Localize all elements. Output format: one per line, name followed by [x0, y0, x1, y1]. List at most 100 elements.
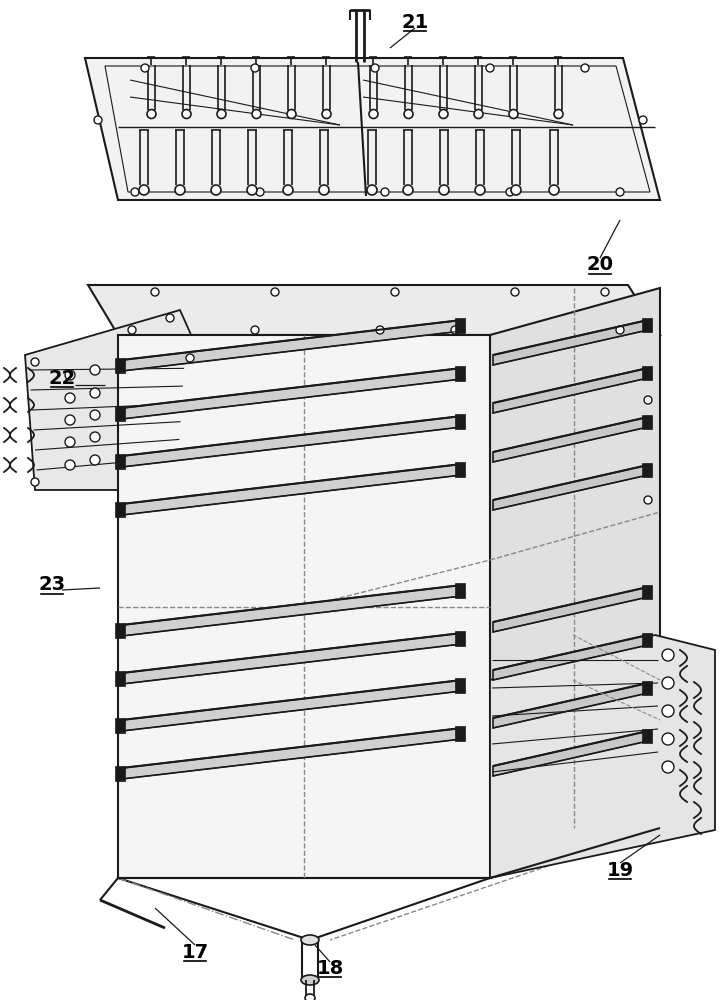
- Ellipse shape: [182, 109, 191, 118]
- Ellipse shape: [554, 109, 563, 118]
- Polygon shape: [642, 366, 652, 380]
- Circle shape: [141, 64, 149, 72]
- Ellipse shape: [305, 994, 315, 1000]
- Circle shape: [662, 733, 674, 745]
- Circle shape: [644, 496, 652, 504]
- Circle shape: [376, 326, 384, 334]
- Circle shape: [662, 649, 674, 661]
- Text: 18: 18: [316, 958, 344, 978]
- Circle shape: [65, 437, 75, 447]
- Circle shape: [451, 326, 459, 334]
- Text: 17: 17: [182, 942, 209, 962]
- Circle shape: [256, 188, 264, 196]
- Circle shape: [166, 314, 174, 322]
- Circle shape: [90, 388, 100, 398]
- Circle shape: [251, 64, 259, 72]
- Ellipse shape: [301, 935, 319, 945]
- Circle shape: [151, 288, 159, 296]
- Circle shape: [601, 288, 609, 296]
- Polygon shape: [455, 318, 465, 333]
- Ellipse shape: [319, 185, 329, 195]
- Polygon shape: [455, 583, 465, 598]
- Polygon shape: [122, 728, 462, 779]
- Polygon shape: [105, 66, 650, 192]
- Polygon shape: [455, 678, 465, 693]
- Polygon shape: [122, 680, 462, 731]
- Polygon shape: [642, 681, 652, 695]
- Ellipse shape: [367, 185, 377, 195]
- Polygon shape: [642, 585, 652, 599]
- Circle shape: [90, 410, 100, 420]
- Ellipse shape: [211, 185, 221, 195]
- Polygon shape: [122, 320, 462, 371]
- Circle shape: [662, 705, 674, 717]
- Polygon shape: [642, 729, 652, 743]
- Polygon shape: [455, 366, 465, 381]
- Polygon shape: [493, 320, 648, 365]
- Ellipse shape: [475, 185, 485, 195]
- Ellipse shape: [283, 185, 293, 195]
- Circle shape: [90, 365, 100, 375]
- Ellipse shape: [549, 185, 559, 195]
- Circle shape: [186, 354, 194, 362]
- Polygon shape: [642, 318, 652, 332]
- Ellipse shape: [139, 185, 149, 195]
- Circle shape: [94, 116, 102, 124]
- Ellipse shape: [301, 975, 319, 985]
- Circle shape: [486, 64, 494, 72]
- Polygon shape: [118, 335, 490, 878]
- Ellipse shape: [474, 109, 483, 118]
- Circle shape: [381, 188, 389, 196]
- Circle shape: [371, 64, 379, 72]
- Polygon shape: [493, 587, 648, 632]
- Polygon shape: [493, 683, 648, 728]
- Ellipse shape: [403, 185, 413, 195]
- Polygon shape: [455, 631, 465, 646]
- Ellipse shape: [287, 109, 296, 118]
- Polygon shape: [115, 406, 125, 421]
- Circle shape: [511, 288, 519, 296]
- Ellipse shape: [217, 109, 226, 118]
- Circle shape: [31, 358, 39, 366]
- Circle shape: [662, 677, 674, 689]
- Polygon shape: [115, 671, 125, 686]
- Polygon shape: [455, 462, 465, 477]
- Ellipse shape: [322, 109, 331, 118]
- Circle shape: [128, 326, 136, 334]
- Text: 23: 23: [38, 576, 66, 594]
- Polygon shape: [493, 731, 648, 776]
- Polygon shape: [490, 635, 715, 878]
- Circle shape: [391, 288, 399, 296]
- Polygon shape: [122, 585, 462, 636]
- Polygon shape: [642, 415, 652, 429]
- Ellipse shape: [509, 109, 518, 118]
- Text: 20: 20: [586, 255, 613, 274]
- Circle shape: [616, 188, 624, 196]
- Polygon shape: [115, 502, 125, 517]
- Ellipse shape: [147, 109, 156, 118]
- Circle shape: [90, 432, 100, 442]
- Polygon shape: [455, 414, 465, 429]
- Ellipse shape: [247, 185, 257, 195]
- Ellipse shape: [404, 109, 413, 118]
- Text: 21: 21: [401, 12, 429, 31]
- Polygon shape: [88, 285, 660, 335]
- Text: 22: 22: [49, 368, 75, 387]
- Ellipse shape: [369, 109, 378, 118]
- Polygon shape: [493, 465, 648, 510]
- Circle shape: [131, 188, 139, 196]
- Circle shape: [65, 415, 75, 425]
- Polygon shape: [122, 368, 462, 419]
- Text: 19: 19: [607, 860, 634, 880]
- Ellipse shape: [439, 109, 448, 118]
- Circle shape: [65, 370, 75, 380]
- Circle shape: [90, 455, 100, 465]
- Polygon shape: [493, 417, 648, 462]
- Polygon shape: [122, 464, 462, 515]
- Polygon shape: [490, 288, 660, 878]
- Circle shape: [644, 396, 652, 404]
- Polygon shape: [115, 358, 125, 373]
- Polygon shape: [25, 310, 205, 490]
- Circle shape: [506, 188, 514, 196]
- Polygon shape: [122, 416, 462, 467]
